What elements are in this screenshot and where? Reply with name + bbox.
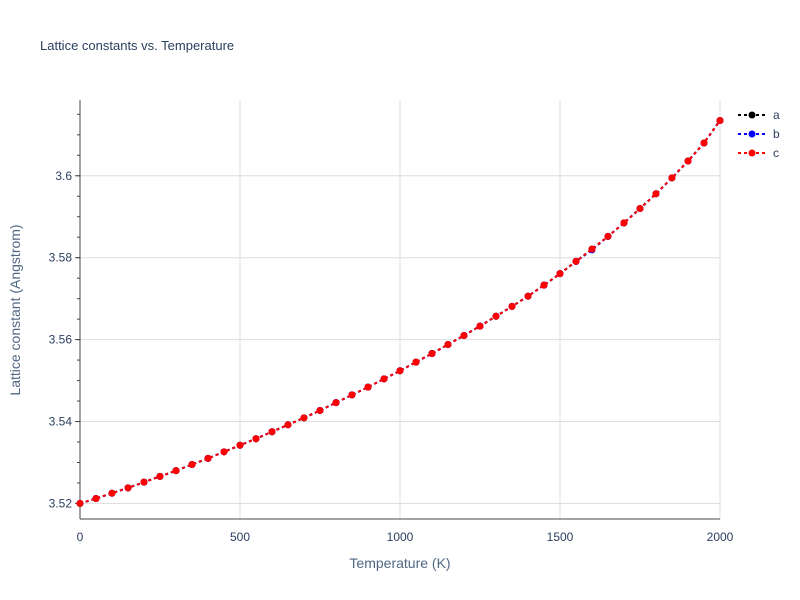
y-tick-label: 3.6 (55, 169, 72, 183)
data-point-c (348, 391, 356, 399)
data-point-c (92, 495, 100, 503)
legend-marker-a (748, 111, 756, 119)
data-point-c (508, 302, 516, 310)
data-point-c (556, 270, 564, 278)
data-point-c (284, 421, 292, 429)
y-tick-label: 3.52 (49, 496, 73, 510)
data-point-c (124, 484, 132, 492)
data-point-c (396, 367, 404, 375)
data-point-c (716, 116, 724, 124)
x-tick-label: 2000 (707, 530, 734, 544)
y-tick-labels: 3.52 3.54 3.56 3.58 3.6 (49, 169, 73, 511)
legend-label-b[interactable]: b (773, 127, 780, 141)
data-point-c (188, 461, 196, 469)
data-point-c (204, 454, 212, 462)
chart-title: Lattice constants vs. Temperature (40, 38, 234, 53)
data-point-c (524, 292, 532, 300)
data-point-c (540, 281, 548, 289)
data-point-c (572, 257, 580, 265)
data-point-c (668, 174, 676, 182)
x-tick-label: 500 (230, 530, 250, 544)
data-point-c (332, 399, 340, 407)
data-point-c (588, 245, 596, 253)
data-point-c (300, 414, 308, 422)
data-point-c (220, 448, 228, 456)
x-tick-label: 1000 (387, 530, 414, 544)
legend-label-a[interactable]: a (773, 108, 780, 122)
data-point-c (636, 205, 644, 213)
data-point-c (684, 157, 692, 165)
data-point-c (236, 441, 244, 449)
y-tick-label: 3.56 (49, 333, 73, 347)
gridlines (80, 100, 721, 519)
data-point-c (140, 478, 148, 486)
data-point-c (252, 435, 260, 443)
plot-area (76, 116, 724, 507)
data-point-c (380, 375, 388, 383)
y-tick-label: 3.58 (49, 251, 73, 265)
x-tick-label: 0 (77, 530, 84, 544)
data-point-c (172, 467, 180, 475)
legend-marker-c (748, 149, 756, 157)
data-point-c (444, 341, 452, 349)
data-point-c (476, 322, 484, 330)
x-tick-labels: 0 500 1000 1500 2000 (77, 530, 734, 544)
legend-marker-b (748, 130, 756, 138)
data-point-c (652, 190, 660, 198)
data-point-c (412, 358, 420, 366)
data-point-c (700, 139, 708, 147)
data-point-c (364, 383, 372, 391)
legend[interactable]: abc (738, 108, 780, 160)
legend-label-c[interactable]: c (773, 146, 779, 160)
data-point-c (108, 489, 116, 497)
data-point-c (156, 472, 164, 480)
y-axis-title: Lattice constant (Angstrom) (7, 224, 23, 395)
data-point-c (76, 499, 84, 507)
x-tick-label: 1500 (547, 530, 574, 544)
series-line-c (79, 119, 721, 505)
y-tick-label: 3.54 (49, 415, 73, 429)
data-point-c (620, 219, 628, 227)
x-axis-title: Temperature (K) (349, 555, 450, 571)
data-point-c (268, 428, 276, 436)
data-point-c (604, 232, 612, 240)
data-point-c (428, 350, 436, 358)
data-point-c (460, 332, 468, 340)
data-point-c (492, 312, 500, 320)
data-point-c (316, 406, 324, 414)
